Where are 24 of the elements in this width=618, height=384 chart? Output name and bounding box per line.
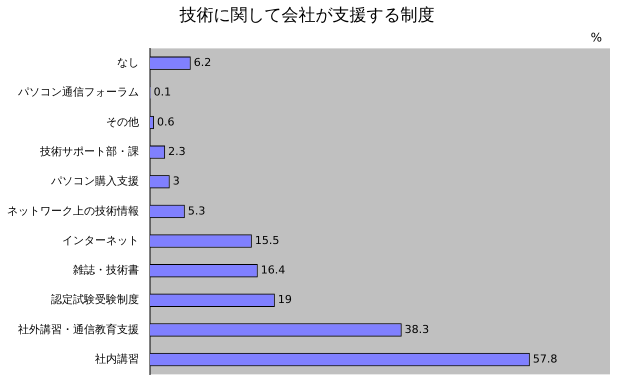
y-tick-label: その他 [106, 115, 139, 128]
y-tick-label: なし [117, 56, 139, 70]
data-label: 2.3 [168, 144, 186, 158]
data-label: 6.2 [194, 56, 212, 70]
y-tick-label: 認定試験受験制度 [51, 293, 139, 306]
data-label: 57.8 [532, 352, 558, 366]
data-label: 19 [278, 293, 292, 306]
data-label: 16.4 [260, 264, 286, 277]
data-label: 15.5 [254, 234, 280, 247]
data-label: 3 [172, 174, 180, 188]
data-label: 0.1 [154, 86, 172, 99]
chart-title: 技術に関して会社が支援する制度 [178, 6, 434, 26]
y-tick-label: インターネット [62, 234, 139, 247]
data-label: 5.3 [188, 204, 206, 218]
text: % [590, 30, 602, 45]
data-label: 38.3 [404, 322, 430, 336]
y-tick-label: 社外講習・通信教育支援 [18, 322, 139, 336]
y-tick-label: ネットワーク上の技術情報 [7, 204, 139, 218]
y-tick-label: パソコン購入支援 [50, 174, 139, 188]
y-tick-label: 雑誌・技術書 [73, 264, 139, 277]
y-tick-label: 技術サポート部・課 [39, 144, 139, 158]
y-tick-label: パソコン通信フォーラム [17, 86, 139, 99]
data-label: 0.6 [156, 115, 174, 128]
y-tick-label: 社内講習 [95, 352, 139, 366]
